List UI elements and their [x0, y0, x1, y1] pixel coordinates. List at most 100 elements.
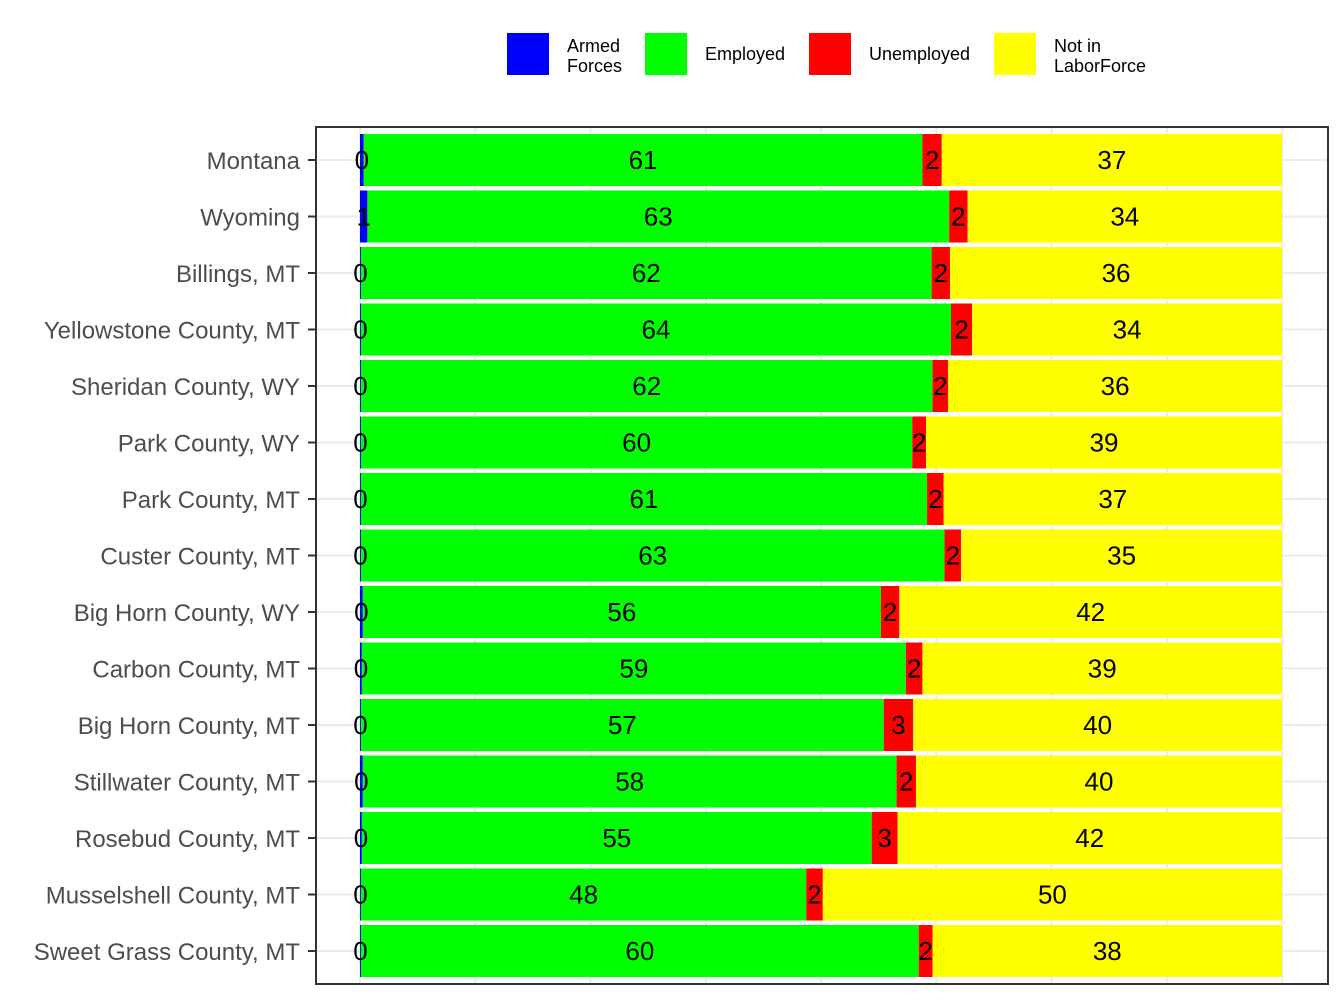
data-label: 34 — [1110, 202, 1139, 232]
legend-label: LaborForce — [1054, 56, 1146, 76]
data-label: 58 — [615, 767, 644, 797]
data-label: 2 — [928, 484, 942, 514]
y-tick-label: Rosebud County, MT — [75, 826, 300, 853]
bar-segment — [360, 755, 363, 808]
data-label: 0 — [353, 880, 367, 910]
data-label: 0 — [353, 258, 367, 288]
data-label: 61 — [630, 484, 659, 514]
bar-segment — [871, 812, 898, 864]
data-label: 59 — [619, 654, 648, 684]
data-label: 64 — [642, 315, 671, 345]
y-tick-label: Montana — [207, 148, 301, 175]
data-label: 34 — [1113, 315, 1142, 345]
data-label: 0 — [353, 428, 367, 458]
bar-segment — [360, 360, 362, 412]
bar-segment — [883, 699, 914, 751]
bar-segment — [361, 642, 906, 695]
data-label: 2 — [807, 880, 821, 910]
bar-segment — [922, 134, 942, 186]
data-label: 2 — [925, 145, 939, 175]
data-label: 0 — [353, 936, 367, 966]
data-label: 0 — [353, 710, 367, 740]
legend-key — [809, 33, 851, 75]
y-axis: Montana Wyoming Billings, MT Yellowstone Co… — [34, 148, 316, 966]
bar-segment — [951, 303, 973, 356]
bar-segment — [897, 812, 1282, 864]
data-label: 57 — [608, 710, 637, 740]
bar-segment — [361, 812, 872, 864]
bar-segment — [362, 586, 881, 638]
bar-segment — [360, 247, 932, 299]
bar-segment — [360, 699, 884, 751]
bar-segment — [948, 360, 1282, 412]
bar-segment — [363, 134, 923, 186]
y-tick-label: Big Horn County, WY — [74, 600, 300, 627]
bar-segment — [360, 247, 362, 299]
bar-segment — [360, 868, 807, 921]
data-label: 0 — [354, 823, 368, 853]
data-label: 2 — [934, 258, 948, 288]
bar-segment — [360, 699, 362, 751]
data-label: 0 — [354, 767, 368, 797]
bar-segment — [360, 473, 928, 525]
bar-segment — [362, 755, 897, 808]
y-tick-label: Stillwater County, MT — [74, 770, 301, 797]
bar-segment — [360, 416, 913, 469]
legend-key — [507, 33, 549, 75]
bar-segment — [950, 247, 1282, 299]
bar-segment — [822, 868, 1282, 921]
bar-segment — [360, 529, 362, 582]
data-label: 2 — [883, 597, 897, 627]
bar-segment — [932, 360, 949, 412]
y-tick-label: Carbon County, MT — [92, 657, 300, 684]
bars — [360, 134, 1282, 977]
bar-segment — [360, 642, 362, 695]
bar-segment — [918, 925, 933, 977]
y-tick-label: Wyoming — [200, 205, 300, 232]
bar-segment — [360, 303, 362, 356]
bar-segment — [932, 925, 1282, 977]
bar-segment — [360, 868, 362, 921]
bar-segment — [913, 699, 1282, 751]
legend-label: Forces — [567, 56, 622, 76]
y-tick-label: Yellowstone County, MT — [44, 318, 300, 345]
data-label: 37 — [1098, 484, 1127, 514]
data-label: 60 — [622, 428, 651, 458]
data-label: 63 — [638, 541, 667, 571]
bar-segment — [367, 190, 950, 243]
data-label: 0 — [353, 371, 367, 401]
data-label: 37 — [1097, 145, 1126, 175]
data-label: 62 — [632, 258, 661, 288]
data-label: 62 — [632, 371, 661, 401]
data-label: 2 — [933, 371, 947, 401]
value-labels: 0 61 2 371 63 2 340 62 2 360 64 2 340 62 2 360 60 2 390 61 2… — [353, 145, 1141, 966]
data-label: 2 — [907, 654, 921, 684]
data-label: 2 — [954, 315, 968, 345]
bar-segment — [915, 755, 1282, 808]
bar-segment — [944, 529, 962, 582]
data-label: 63 — [644, 202, 673, 232]
y-tick-label: Sheridan County, WY — [71, 374, 300, 401]
bar-segment — [926, 416, 1282, 469]
data-label: 0 — [353, 541, 367, 571]
bar-segment — [896, 755, 916, 808]
data-label: 0 — [354, 654, 368, 684]
data-label: 39 — [1088, 654, 1117, 684]
data-label: 40 — [1085, 767, 1114, 797]
bar-segment — [360, 812, 362, 864]
data-label: 2 — [912, 428, 926, 458]
data-label: 0 — [353, 315, 367, 345]
y-tick-label: Big Horn County, MT — [78, 713, 301, 740]
data-label: 56 — [607, 597, 636, 627]
legend-label: Unemployed — [869, 44, 970, 64]
bar-segment — [360, 416, 362, 469]
bar-segment — [360, 360, 933, 412]
bar-segment — [941, 134, 1282, 186]
bar-segment — [922, 642, 1282, 695]
data-label: 3 — [891, 710, 905, 740]
data-label: 2 — [899, 767, 913, 797]
data-label: 48 — [569, 880, 598, 910]
data-label: 38 — [1093, 936, 1122, 966]
bar-segment — [360, 303, 952, 356]
data-label: 0 — [353, 484, 367, 514]
